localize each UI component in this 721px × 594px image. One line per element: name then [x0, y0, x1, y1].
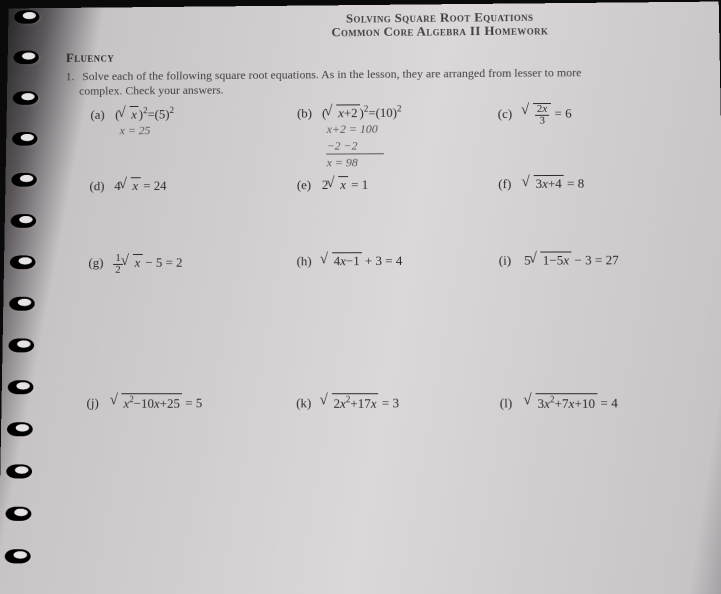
instruction-number: 1. — [66, 70, 80, 85]
problem-h: (h) 4x−1 + 3 = 4 — [279, 252, 489, 276]
problem-c: (c) 2x3 = 6 — [488, 102, 692, 169]
worksheet-page: Solving Square Root Equations Common Cor… — [0, 2, 721, 594]
section-label: Fluency — [66, 45, 700, 66]
handwriting-b1: x+2 = 100 — [327, 120, 488, 137]
spiral-binding — [0, 8, 47, 594]
instruction-text: 1. Solve each of the following square ro… — [65, 65, 679, 99]
problem-g: (g) 12x − 5 = 2 — [88, 252, 278, 275]
problem-row-4: (j) x2−10x+25 = 5 (k) 2x2+17x = 3 (l) 3x… — [61, 393, 706, 412]
problem-d: (d) 4x = 24 — [89, 176, 279, 194]
problem-k: (k) 2x2+17x = 3 — [278, 393, 490, 412]
problem-row-2: (d) 4x = 24 (e) 2x = 1 (f) 3x+4 = 8 — [64, 174, 702, 194]
problem-f: (f) 3x+4 = 8 — [488, 174, 692, 192]
handwriting-b3: x = 98 — [327, 153, 489, 170]
problem-i: (i) 51−5x − 3 = 27 — [489, 251, 693, 275]
problem-row-1: (a) (x)2=(5)2 x = 25 (b) (x+2)2=(10)2 x+… — [64, 102, 701, 172]
problem-l: (l) 3x2+7x+10 = 4 — [490, 393, 696, 412]
handwriting-b2: −2 −2 — [327, 137, 385, 154]
instruction-line-b: complex. Check your answers. — [79, 83, 224, 98]
problem-e: (e) 2x = 1 — [279, 175, 488, 193]
handwriting-a: x = 25 — [120, 122, 280, 139]
problem-a: (a) (x)2=(5)2 x = 25 — [90, 105, 280, 172]
page-content: Solving Square Root Equations Common Cor… — [58, 8, 709, 589]
problem-b: (b) (x+2)2=(10)2 x+2 = 100 −2 −2 x = 98 — [279, 103, 488, 170]
problem-row-3: (g) 12x − 5 = 2 (h) 4x−1 + 3 = 4 (i) 51−… — [63, 251, 704, 276]
problem-j: (j) x2−10x+25 = 5 — [86, 393, 278, 411]
instruction-line-a: Solve each of the following square root … — [82, 65, 581, 83]
